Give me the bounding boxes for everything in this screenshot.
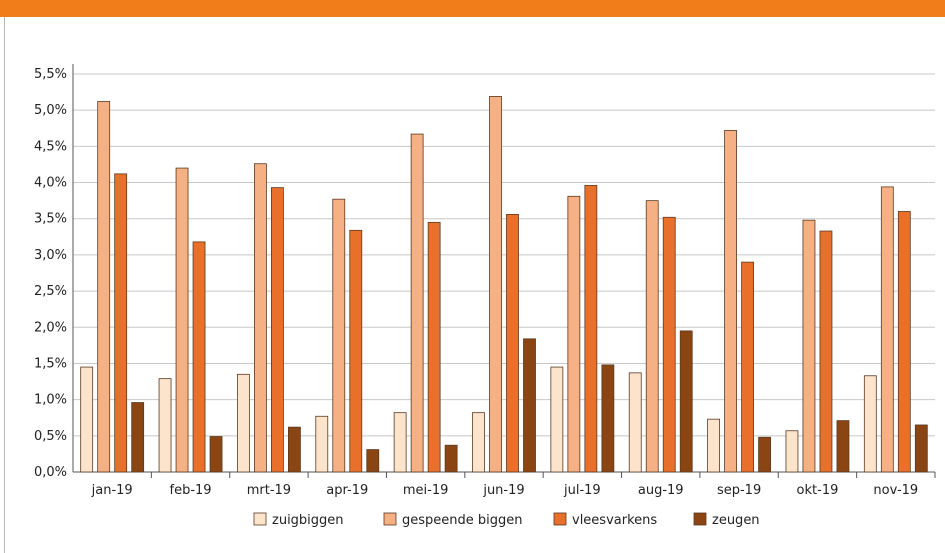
bar-vleesvarkens-nov-19: [897, 211, 911, 473]
legend-swatch: [693, 512, 707, 526]
bar-zeugen-feb-19: [209, 436, 223, 473]
bar-zuigbiggen-aug-19: [628, 372, 642, 473]
legend-swatch: [383, 512, 397, 526]
bar-gespeende-biggen-apr-19: [332, 198, 346, 473]
x-tick-label: jan-19: [91, 483, 133, 498]
x-tick-label: feb-19: [170, 483, 212, 498]
bar-vleesvarkens-apr-19: [349, 229, 363, 473]
bar-vleesvarkens-feb-19: [192, 241, 206, 473]
bar-gespeende-biggen-jul-19: [567, 195, 581, 473]
bar-gespeende-biggen-jan-19: [97, 101, 111, 473]
y-tick-label: 4,5%: [34, 139, 67, 154]
bar-vleesvarkens-mrt-19: [271, 187, 284, 473]
top-accent-bar: [0, 0, 945, 17]
legend-swatch: [553, 512, 567, 526]
bar-vleesvarkens-jun-19: [506, 213, 519, 473]
left-border-line: [4, 17, 5, 553]
bar-zuigbiggen-sep-19: [707, 418, 720, 473]
x-tick-label: sep-19: [717, 483, 761, 498]
y-tick-label: 0,0%: [34, 465, 67, 480]
bar-gespeende-biggen-jun-19: [489, 96, 502, 473]
y-tick-label: 3,0%: [34, 248, 67, 263]
legend-label: vleesvarkens: [572, 513, 657, 528]
bar-zeugen-jul-19: [601, 364, 615, 473]
bar-zeugen-jan-19: [131, 402, 145, 473]
bar-zuigbiggen-okt-19: [785, 430, 799, 473]
bar-zuigbiggen-jul-19: [550, 366, 564, 473]
legend-label: gespeende biggen: [402, 513, 523, 528]
y-tick-label: 2,5%: [34, 284, 67, 299]
bar-zuigbiggen-feb-19: [158, 378, 172, 473]
x-tick-label: jun-19: [482, 483, 524, 498]
y-tick-label: 0,5%: [34, 429, 67, 444]
bar-zeugen-aug-19: [679, 330, 693, 473]
bar-zeugen-jun-19: [523, 338, 536, 473]
bar-zuigbiggen-mei-19: [393, 412, 407, 473]
x-tick-label: okt-19: [797, 483, 839, 498]
x-tick-label: aug-19: [638, 483, 684, 498]
legend: zuigbiggen gespeende biggen vleesvarkens ze…: [253, 512, 760, 528]
legend-swatch: [253, 512, 267, 526]
bar-zeugen-okt-19: [836, 420, 850, 473]
y-tick-label: 1,0%: [34, 393, 67, 408]
x-tick-label: mrt-19: [247, 483, 291, 498]
bar-gespeende-biggen-okt-19: [802, 219, 816, 473]
legend-label: zeugen: [712, 513, 760, 528]
bar-zuigbiggen-jan-19: [80, 366, 94, 473]
legend-label: zuigbiggen: [272, 513, 344, 528]
x-tick-label: mei-19: [403, 483, 449, 498]
y-tick-label: 4,0%: [34, 176, 67, 191]
bar-vleesvarkens-jan-19: [114, 173, 128, 473]
bar-vleesvarkens-aug-19: [662, 216, 676, 473]
bar-zeugen-sep-19: [758, 436, 771, 473]
bar-zeugen-mrt-19: [288, 426, 301, 473]
bar-vleesvarkens-sep-19: [741, 261, 754, 473]
y-tick-label: 1,5%: [34, 356, 67, 371]
x-tick-label: apr-19: [326, 483, 368, 498]
bar-gespeende-biggen-sep-19: [724, 130, 737, 473]
bar-gespeende-biggen-aug-19: [645, 200, 659, 473]
bar-gespeende-biggen-mrt-19: [254, 163, 267, 473]
y-tick-label: 5,0%: [34, 103, 67, 118]
bar-gespeende-biggen-nov-19: [880, 186, 894, 473]
bar-zeugen-nov-19: [914, 424, 928, 473]
y-tick-label: 5,5%: [34, 67, 67, 82]
x-tick-label: jul-19: [563, 483, 601, 498]
y-tick-label: 2,0%: [34, 320, 67, 335]
bar-zeugen-mei-19: [444, 444, 458, 473]
bar-zeugen-apr-19: [366, 449, 380, 473]
bar-gespeende-biggen-feb-19: [175, 167, 189, 473]
bar-gespeende-biggen-mei-19: [410, 133, 424, 473]
bar-vleesvarkens-okt-19: [819, 230, 833, 473]
bar-zuigbiggen-nov-19: [863, 375, 877, 473]
bar-zuigbiggen-apr-19: [315, 415, 329, 473]
bar-vleesvarkens-mei-19: [427, 221, 441, 473]
bar-zuigbiggen-mrt-19: [237, 373, 250, 473]
bar-zuigbiggen-jun-19: [472, 412, 485, 473]
bar-vleesvarkens-jul-19: [584, 185, 598, 473]
x-tick-label: nov-19: [873, 483, 918, 498]
y-tick-label: 3,5%: [34, 212, 67, 227]
